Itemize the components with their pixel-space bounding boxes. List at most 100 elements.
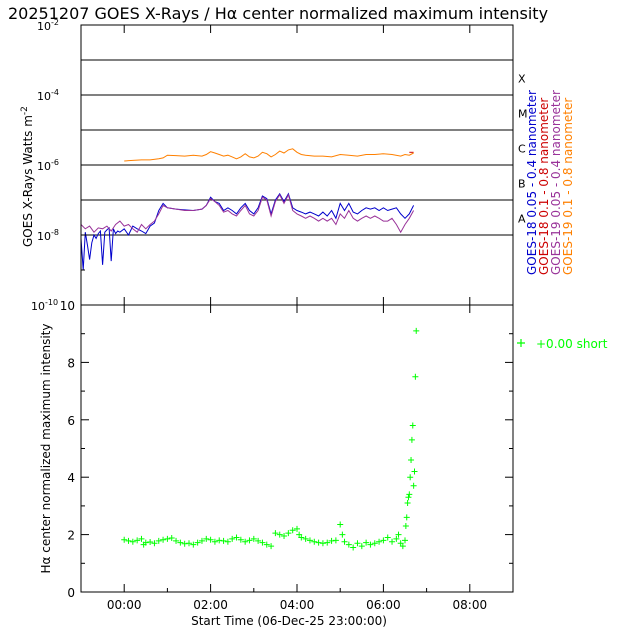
flare-class-labels: X M C B A (518, 73, 528, 226)
top-y-tick-exp-4: -10 (45, 298, 58, 307)
halpha-point-70 (402, 537, 408, 544)
x-tick-label-0: 00:00 (107, 598, 142, 612)
top-y-tick-exp-1: -4 (51, 88, 59, 97)
halpha-point-73 (404, 500, 411, 507)
halpha-point-13 (173, 537, 180, 544)
halpha-point-7 (147, 539, 154, 546)
top-y-tick-base-2: 10 (37, 160, 51, 173)
halpha-point-15 (181, 540, 188, 547)
flare-class-C: C (518, 143, 526, 156)
bottom-y-tick-label-1: 2 (67, 529, 75, 543)
halpha-point-24 (220, 537, 227, 544)
top-y-tick-label-1: 10-4 (37, 88, 59, 103)
halpha-point-12 (168, 535, 175, 542)
halpha-point-9 (155, 537, 162, 544)
x-tick-label-1: 02:00 (193, 598, 228, 612)
halpha-point-43 (298, 534, 305, 541)
halpha-point-41 (294, 525, 300, 532)
halpha-point-23 (216, 537, 223, 544)
flare-class-B: B (518, 178, 526, 191)
halpha-point-67 (395, 531, 402, 538)
halpha-point-60 (367, 541, 374, 548)
legend-entry-0: GOES-18 0.05 - 0.4 nanometer (525, 90, 539, 275)
halpha-point-40 (289, 527, 296, 534)
halpha-point-6 (142, 539, 149, 546)
halpha-point-39 (285, 530, 292, 537)
halpha-point-45 (306, 537, 313, 544)
halpha-point-2 (129, 538, 136, 545)
halpha-point-46 (311, 538, 318, 545)
halpha-point-0 (121, 536, 128, 543)
goes-series-0 (80, 192, 415, 271)
halpha-point-79 (409, 422, 416, 429)
top-y-tick-exp-3: -8 (51, 228, 59, 237)
x-tick-label-3: 06:00 (366, 598, 401, 612)
halpha-point-29 (242, 538, 249, 545)
halpha-point-49 (324, 539, 331, 546)
halpha-point-69 (399, 543, 406, 550)
halpha-point-76 (407, 474, 414, 481)
halpha-point-19 (198, 537, 205, 544)
x-axis-label: Start Time (06-Dec-25 23:00:00) (191, 614, 387, 628)
top-y-tick-base-0: 10 (37, 20, 51, 33)
halpha-point-3 (134, 537, 141, 544)
bottom-y-tick-label-2: 4 (67, 471, 75, 485)
halpha-point-28 (237, 536, 244, 543)
halpha-point-27 (233, 534, 240, 541)
halpha-point-32 (255, 537, 262, 544)
halpha-point-64 (384, 534, 391, 541)
halpha-points (121, 327, 420, 551)
top-y-tick-label-2: 10-6 (37, 158, 59, 173)
top-y-tick-exp-2: -6 (51, 158, 59, 167)
bottom-y-tick-label-0: 0 (67, 586, 75, 600)
halpha-point-74 (405, 494, 412, 501)
halpha-point-36 (272, 530, 279, 537)
halpha-point-75 (406, 491, 413, 498)
halpha-point-47 (315, 539, 322, 546)
halpha-point-52 (337, 521, 344, 528)
halpha-point-35 (268, 543, 275, 550)
bottom-y-tick-label-5: 10 (60, 299, 75, 313)
flare-class-lines (81, 59, 513, 236)
flare-class-M: M (518, 108, 528, 121)
halpha-point-54 (341, 538, 348, 545)
x-tick-label-2: 04:00 (280, 598, 315, 612)
halpha-point-11 (164, 535, 171, 542)
halpha-point-25 (224, 538, 231, 545)
halpha-point-80 (410, 482, 417, 489)
halpha-point-57 (354, 540, 361, 547)
halpha-point-31 (250, 535, 257, 542)
halpha-point-34 (263, 541, 270, 548)
halpha-point-51 (332, 537, 339, 544)
halpha-point-56 (350, 544, 357, 551)
halpha-point-81 (411, 468, 418, 475)
halpha-point-30 (246, 537, 253, 544)
halpha-point-10 (160, 536, 167, 543)
halpha-point-78 (408, 436, 415, 443)
halpha-legend: +0.00 short (517, 337, 608, 351)
halpha-point-8 (151, 540, 158, 547)
halpha-point-61 (371, 540, 378, 547)
halpha-point-50 (328, 537, 335, 544)
legend-entry-2: GOES-19 0.05 - 0.4 nanometer (549, 90, 563, 275)
halpha-panel: 0 2 4 6 8 10 00:00 02:00 04:00 06:00 08:00 Hα cen… (39, 299, 608, 628)
halpha-point-20 (203, 535, 210, 542)
halpha-point-82 (412, 373, 419, 380)
halpha-point-18 (194, 539, 201, 546)
halpha-point-71 (402, 522, 409, 529)
top-y-tick-base-4: 10 (31, 300, 45, 313)
halpha-legend-label: +0.00 short (536, 337, 608, 351)
halpha-point-38 (281, 533, 288, 540)
halpha-point-58 (358, 543, 365, 550)
top-y-tick-label-4: 10-10 (31, 298, 58, 313)
bottom-x-axis: 00:00 02:00 04:00 06:00 08:00 (80, 305, 514, 612)
halpha-point-59 (363, 539, 370, 546)
halpha-point-37 (276, 531, 283, 538)
top-y-tick-base-3: 10 (37, 230, 51, 243)
halpha-point-14 (177, 539, 184, 546)
halpha-point-44 (302, 535, 309, 542)
halpha-point-66 (393, 535, 400, 542)
x-tick-label-4: 08:00 (453, 598, 488, 612)
halpha-point-53 (339, 531, 346, 538)
